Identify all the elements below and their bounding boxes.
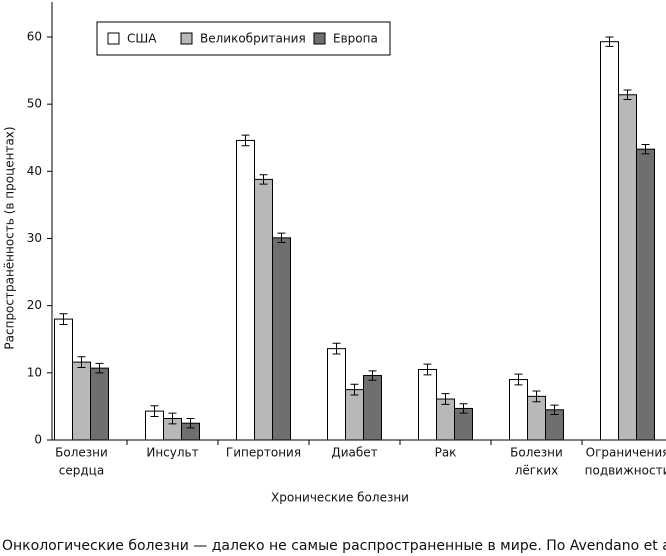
x-tick-label: Инсульт bbox=[146, 446, 198, 460]
bar bbox=[345, 389, 364, 441]
error-bar bbox=[150, 405, 159, 417]
legend-label: США bbox=[127, 32, 157, 46]
error-bar bbox=[241, 134, 250, 147]
error-bar bbox=[350, 383, 359, 396]
y-tick-label: 40 bbox=[27, 164, 42, 178]
error-bar bbox=[441, 393, 450, 405]
bar bbox=[72, 361, 91, 441]
error-bar bbox=[514, 373, 523, 386]
error-bar bbox=[550, 404, 559, 415]
bar bbox=[272, 237, 291, 441]
legend-label: Великобритания bbox=[200, 32, 306, 46]
bar bbox=[636, 148, 655, 441]
x-tick-label: Болезни bbox=[510, 446, 563, 460]
bar bbox=[363, 375, 382, 441]
bar bbox=[90, 367, 109, 441]
x-tick-label: Болезни bbox=[55, 446, 108, 460]
bar bbox=[327, 348, 346, 441]
bar bbox=[527, 395, 546, 441]
x-tick-label: сердца bbox=[59, 464, 104, 478]
y-tick-label: 0 bbox=[34, 433, 42, 447]
bar bbox=[418, 368, 437, 441]
error-bar bbox=[59, 313, 68, 325]
caption: Онкологические болезни — далеко не самые… bbox=[2, 538, 666, 554]
error-bar bbox=[95, 362, 104, 374]
y-tick-label: 20 bbox=[27, 298, 42, 312]
error-bar bbox=[423, 363, 432, 376]
y-axis-label: Распространённость (в процентах) bbox=[3, 126, 17, 349]
error-bar bbox=[368, 370, 377, 381]
x-tick-label: лёгких bbox=[515, 464, 559, 478]
bar bbox=[618, 94, 637, 441]
legend-swatch bbox=[107, 32, 120, 45]
y-tick-label: 60 bbox=[27, 30, 42, 44]
error-bar bbox=[259, 174, 268, 185]
error-bar bbox=[623, 89, 632, 100]
error-bar bbox=[77, 356, 86, 368]
x-axis-label: Хронические болезни bbox=[271, 491, 409, 505]
x-tick-label: Диабет bbox=[331, 446, 377, 460]
error-bar bbox=[532, 390, 541, 403]
x-tick-label: Ограничения bbox=[586, 446, 666, 460]
legend-box bbox=[96, 21, 391, 56]
x-tick-label: Гипертония bbox=[226, 446, 301, 460]
error-bar bbox=[332, 342, 341, 355]
bar bbox=[436, 398, 455, 441]
legend-label: Европа bbox=[333, 32, 378, 46]
bar bbox=[254, 178, 273, 441]
error-bar bbox=[605, 36, 614, 47]
error-bar bbox=[459, 403, 468, 414]
error-bar bbox=[277, 232, 286, 244]
error-bar bbox=[186, 418, 195, 429]
y-tick-label: 30 bbox=[27, 231, 42, 245]
legend-swatch bbox=[313, 32, 326, 45]
x-tick-label: Рак bbox=[435, 446, 457, 460]
legend-swatch bbox=[180, 32, 193, 45]
y-tick-label: 10 bbox=[27, 365, 42, 379]
bar bbox=[236, 139, 255, 441]
error-bar bbox=[168, 412, 177, 425]
bar bbox=[600, 41, 619, 441]
bar bbox=[54, 318, 73, 441]
x-tick-label: подвижности bbox=[585, 464, 666, 478]
error-bar bbox=[641, 143, 650, 155]
bar bbox=[509, 379, 528, 441]
y-tick-label: 50 bbox=[27, 97, 42, 111]
